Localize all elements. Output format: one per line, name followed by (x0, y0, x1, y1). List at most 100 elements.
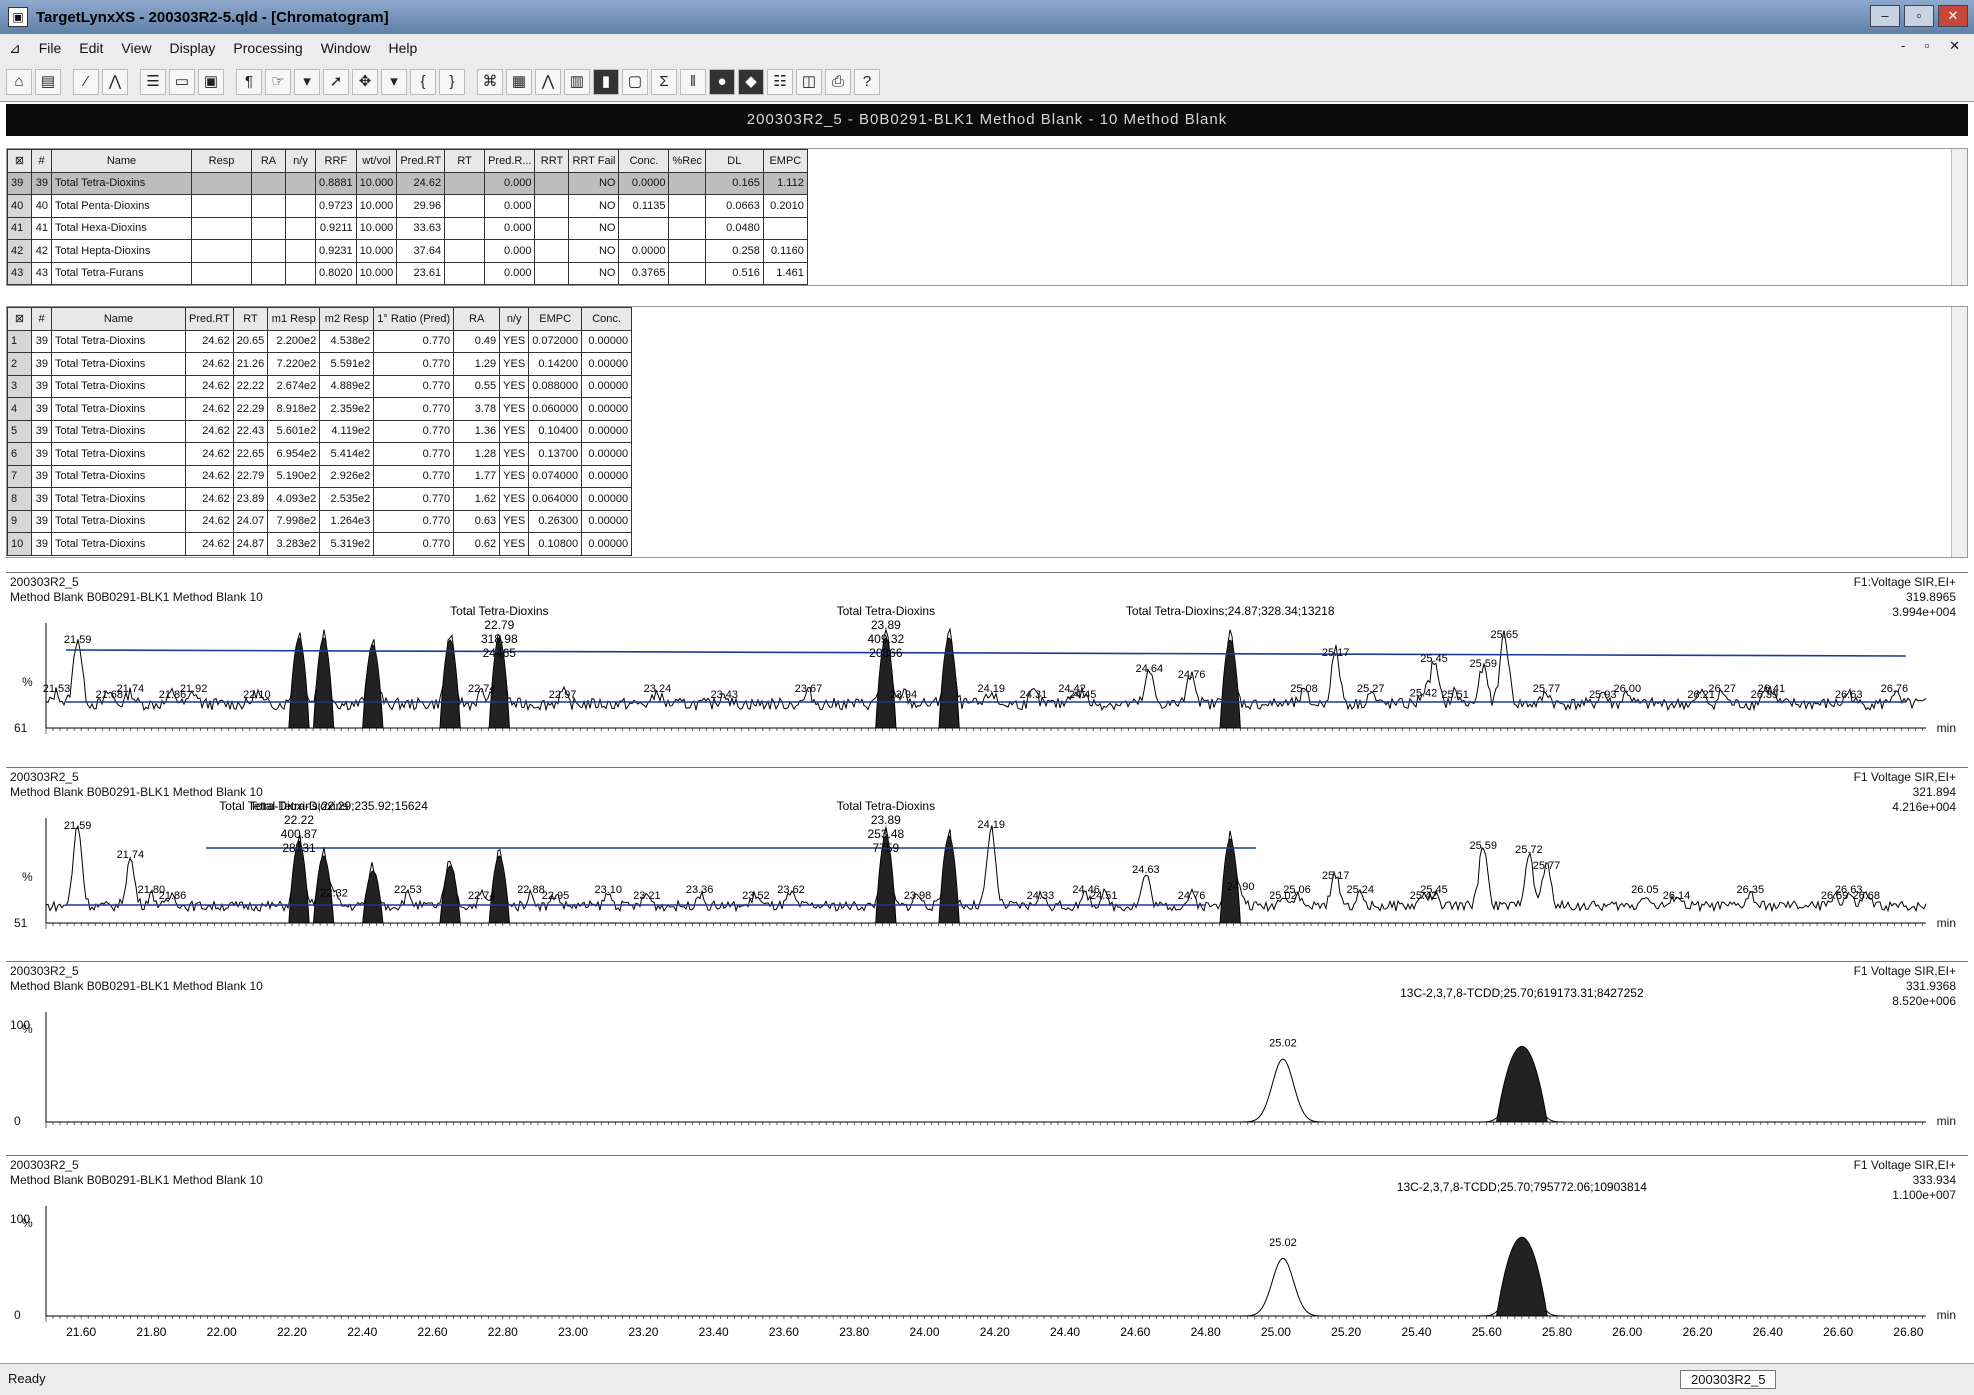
peak-header[interactable]: m2 Resp (319, 307, 375, 331)
x-tick-label: 22.00 (207, 1325, 237, 1339)
pointer-icon[interactable]: ☞ (265, 68, 291, 95)
bar-chart-icon[interactable]: ▮ (593, 68, 619, 95)
minimize-button[interactable]: – (1870, 5, 1900, 27)
peak-row[interactable]: 4 39 Total Tetra-Dioxins 24.62 22.29 8.918e2 2… (7, 397, 633, 421)
peak-annotation: Total Tetra-Dioxins (837, 604, 935, 618)
compound-table-scrollbar[interactable] (1951, 149, 1967, 285)
dropdown-icon[interactable]: ▾ (294, 68, 320, 95)
rows-icon[interactable]: ☷ (767, 68, 793, 95)
graph-icon[interactable]: ▦ (506, 68, 532, 95)
peak-header[interactable]: RA (453, 307, 501, 331)
compound-corner[interactable]: ⊠ (7, 149, 32, 173)
peak-corner[interactable]: ⊠ (7, 307, 32, 331)
save-icon[interactable]: ▤ (35, 68, 61, 95)
globe-icon[interactable]: ● (709, 68, 735, 95)
compound-row[interactable]: 39 39 Total Tetra-Dioxins 0.8881 10.000 24.62… (7, 171, 808, 195)
compound-header[interactable]: %Rec (668, 149, 706, 173)
peak-row[interactable]: 10 39 Total Tetra-Dioxins 24.62 24.87 3.283e2… (7, 532, 633, 556)
window-icon[interactable]: ▢ (622, 68, 648, 95)
monitor-icon[interactable]: ▭ (169, 68, 195, 95)
help-icon[interactable]: ? (854, 68, 880, 95)
chart-icon[interactable]: ▥ (564, 68, 590, 95)
compound-header[interactable]: DL (704, 149, 764, 173)
peak-annotation: Total Tetra-Dioxins;22.29;235.92;15624 (219, 799, 428, 813)
compound-header[interactable]: Pred.RT (396, 149, 446, 173)
maximize-button[interactable]: ▫ (1904, 5, 1934, 27)
peak-row[interactable]: 8 39 Total Tetra-Dioxins 24.62 23.89 4.093e2 2… (7, 487, 633, 511)
compound-header[interactable]: Resp (191, 149, 252, 173)
compound-header[interactable]: RRT Fail (568, 149, 620, 173)
chart-ymax: 100 (10, 1018, 31, 1032)
menu-view[interactable]: View (121, 40, 152, 56)
split-icon[interactable]: ◫ (796, 68, 822, 95)
compound-header[interactable]: Conc. (618, 149, 670, 173)
columns-icon[interactable]: ‖ (680, 68, 706, 95)
peak-header[interactable]: 1° Ratio (Pred) (373, 307, 455, 331)
peak-row[interactable]: 7 39 Total Tetra-Dioxins 24.62 22.79 5.190e2 2… (7, 464, 633, 488)
chromatogram-trace (46, 1236, 1926, 1317)
menu-window[interactable]: Window (320, 40, 371, 56)
peak-cell: YES (499, 419, 530, 443)
compound-header[interactable]: n/y (285, 149, 316, 173)
compound-cell: 43 (31, 261, 52, 285)
peak-header[interactable]: # (31, 307, 52, 331)
compound-header[interactable]: RA (251, 149, 286, 173)
peak-row[interactable]: 1 39 Total Tetra-Dioxins 24.62 20.65 2.200e2 4… (7, 329, 633, 353)
sum-icon[interactable]: Σ (651, 68, 677, 95)
peak-cell: 39 (31, 419, 52, 443)
menu-edit[interactable]: Edit (79, 40, 104, 56)
peak-label: 23.98 (904, 890, 932, 902)
tag-icon[interactable]: ◆ (738, 68, 764, 95)
compound-header[interactable]: RRT (534, 149, 570, 173)
peak-header[interactable]: Name (51, 307, 186, 331)
close-button[interactable]: ✕ (1938, 5, 1968, 27)
arrow-icon[interactable]: ➚ (323, 68, 349, 95)
zoom-icon[interactable]: ⌘ (477, 68, 503, 95)
compound-header[interactable]: RRF (315, 149, 357, 173)
mdi-controls[interactable]: - ▫ ✕ (1900, 38, 1968, 53)
peak-row[interactable]: 3 39 Total Tetra-Dioxins 24.62 22.22 2.674e2 4… (7, 374, 633, 398)
peak-label: 23.67 (795, 683, 823, 695)
chromatogram-panel: 200303R2_5 Method Blank B0B0291-BLK1 Meth… (6, 961, 1968, 1153)
compound-row[interactable]: 40 40 Total Penta-Dioxins 0.9723 10.000 29.96… (7, 194, 808, 218)
compound-row[interactable]: 42 42 Total Hepta-Dioxins 0.9231 10.000 37.64… (7, 239, 808, 263)
peak-header[interactable]: EMPC (528, 307, 583, 331)
range-right-icon[interactable]: } (439, 68, 465, 95)
list-icon[interactable]: ☰ (140, 68, 166, 95)
print2-icon[interactable]: ⎙ (825, 68, 851, 95)
compound-cell: 23.61 (396, 261, 446, 285)
peak-icon[interactable]: ⋀ (102, 68, 128, 95)
compound-row[interactable]: 41 41 Total Hexa-Dioxins 0.9211 10.000 33.63 0… (7, 216, 808, 240)
peak-header[interactable]: Conc. (581, 307, 633, 331)
menu-display[interactable]: Display (169, 40, 216, 56)
compound-row[interactable]: 43 43 Total Tetra-Furans 0.8020 10.000 23.61 0… (7, 261, 808, 285)
peak-header[interactable]: m1 Resp (267, 307, 321, 331)
peak-header[interactable]: Pred.RT (185, 307, 234, 331)
compound-header[interactable]: # (31, 149, 52, 173)
menu-file[interactable]: File (38, 40, 62, 56)
peak-row[interactable]: 2 39 Total Tetra-Dioxins 24.62 21.26 7.220e2 5… (7, 352, 633, 376)
peak-table-scrollbar[interactable] (1951, 307, 1967, 557)
compound-header[interactable]: Name (51, 149, 192, 173)
open-icon[interactable]: ⌂ (6, 68, 32, 95)
compound-header[interactable]: Pred.R... (484, 149, 536, 173)
dropdown2-icon[interactable]: ▾ (381, 68, 407, 95)
peak-row[interactable]: 9 39 Total Tetra-Dioxins 24.62 24.07 7.998e2 1… (7, 509, 633, 533)
range-left-icon[interactable]: { (410, 68, 436, 95)
menu-icon[interactable]: ⊿ (9, 39, 21, 56)
compound-cell: 39 (31, 171, 52, 195)
print-icon[interactable]: ▣ (198, 68, 224, 95)
integrate-icon[interactable]: ⁄ (73, 68, 99, 95)
peak-header[interactable]: RT (232, 307, 269, 331)
compound-header[interactable]: RT (444, 149, 486, 173)
menu-help[interactable]: Help (388, 40, 418, 56)
paragraph-icon[interactable]: ¶ (236, 68, 262, 95)
compound-header[interactable]: EMPC (762, 149, 808, 173)
peak-row[interactable]: 6 39 Total Tetra-Dioxins 24.62 22.65 6.954e2 5… (7, 442, 633, 466)
peak-row[interactable]: 5 39 Total Tetra-Dioxins 24.62 22.43 5.601e2 4… (7, 419, 633, 443)
menu-processing[interactable]: Processing (233, 40, 303, 56)
peak-header[interactable]: n/y (499, 307, 530, 331)
compound-header[interactable]: wt/vol (355, 149, 398, 173)
cross-arrow-icon[interactable]: ✥ (352, 68, 378, 95)
peak-view-icon[interactable]: ⋀ (535, 68, 561, 95)
